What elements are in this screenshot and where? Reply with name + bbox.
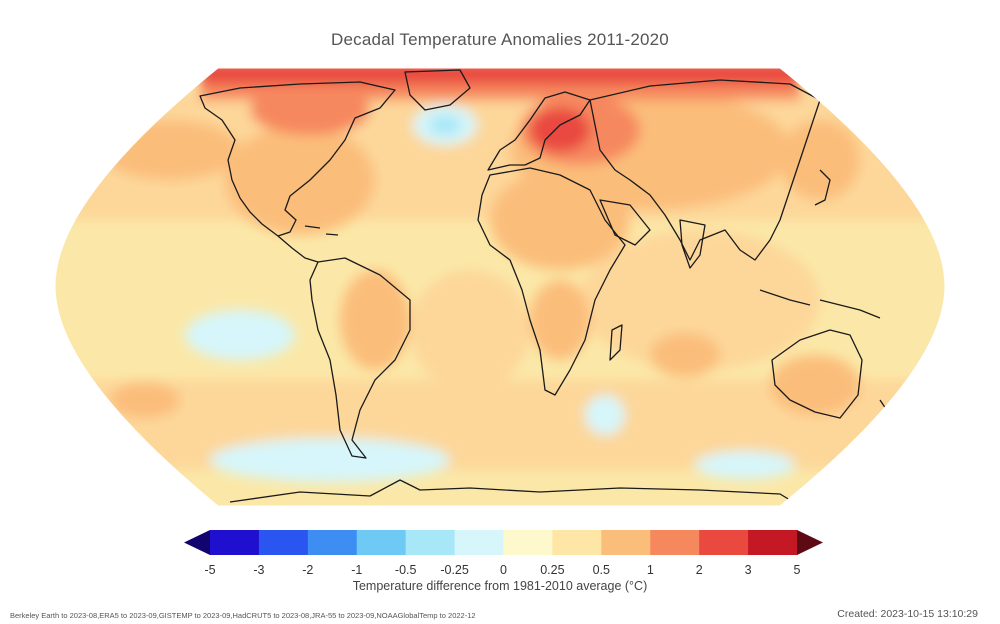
coast-antarctica bbox=[229, 479, 801, 506]
field-south-indian-warm bbox=[650, 333, 720, 377]
colorbar-label: Temperature difference from 1981-2010 av… bbox=[352, 579, 648, 593]
coast-japan bbox=[814, 169, 831, 206]
field-south-indian-cool bbox=[585, 395, 625, 435]
coast-north-america bbox=[199, 81, 396, 237]
colorbar-tick-label: 0 bbox=[500, 563, 507, 577]
coast-indonesia bbox=[759, 289, 881, 319]
field-southeast-pacific-cool bbox=[695, 451, 795, 479]
coast-south-america bbox=[309, 257, 411, 459]
colorbar-segment bbox=[307, 530, 358, 555]
coast-africa bbox=[477, 167, 626, 396]
field-south-america-warm bbox=[340, 270, 410, 370]
colorbar-tick-label: 0.25 bbox=[540, 563, 565, 577]
colorbar-tick-label: 1 bbox=[646, 563, 654, 577]
field-north-america-warm bbox=[225, 125, 375, 235]
colorbar-tick-label: -3 bbox=[253, 563, 265, 577]
colorbar-tick-label: -2 bbox=[302, 563, 314, 577]
field-southern-ocean-cool bbox=[210, 438, 450, 482]
colorbar-segment bbox=[552, 530, 602, 555]
colorbar-tick-label: -1 bbox=[351, 563, 363, 577]
colorbar-segment bbox=[405, 530, 456, 555]
coast-europe bbox=[487, 91, 591, 171]
coast-asia bbox=[589, 79, 821, 261]
field-southern-africa-warm bbox=[530, 280, 590, 360]
colorbar-segment bbox=[601, 530, 651, 555]
colorbar-tick-label: 0.5 bbox=[592, 563, 610, 577]
created-timestamp: Created: 2023-10-15 13:10:29 bbox=[837, 608, 978, 620]
coast-central-america bbox=[277, 235, 319, 263]
colorbar-segment bbox=[748, 530, 798, 555]
globe-outline bbox=[54, 67, 946, 507]
world-anomaly-map bbox=[54, 67, 946, 507]
colorbar-tick-label: 5 bbox=[793, 563, 801, 577]
field-arctic-core bbox=[200, 68, 800, 84]
field-canada-hot bbox=[250, 85, 370, 135]
anomaly-field bbox=[55, 68, 945, 506]
coast-australia bbox=[771, 329, 863, 419]
field-east-pacific-cool bbox=[185, 310, 295, 360]
field-australia-warm bbox=[770, 355, 860, 415]
field-south-atlantic bbox=[410, 270, 530, 390]
colorbar-tick-label: 2 bbox=[695, 563, 703, 577]
coast-caribbean bbox=[304, 225, 339, 236]
coast-madagascar bbox=[609, 324, 623, 361]
colorbar-extend-max bbox=[797, 530, 823, 555]
colorbar-tick-label: 3 bbox=[744, 563, 752, 577]
field-south-pacific-warm bbox=[110, 382, 180, 418]
colorbar-tick-label: -5 bbox=[204, 563, 216, 577]
coastlines bbox=[199, 69, 889, 506]
coast-india bbox=[679, 219, 706, 269]
colorbar-extend-min bbox=[184, 530, 210, 555]
data-sources: Berkeley Earth to 2023-08,ERA5 to 2023-0… bbox=[10, 611, 476, 620]
map-title: Decadal Temperature Anomalies 2011-2020 bbox=[331, 30, 669, 49]
colorbar-segment bbox=[503, 530, 554, 555]
colorbar-segment bbox=[454, 530, 505, 555]
colorbar-segment bbox=[210, 530, 260, 555]
field-east-asia-warm bbox=[780, 120, 860, 200]
field-north-africa-warm bbox=[490, 170, 630, 270]
colorbar-segment bbox=[650, 530, 700, 555]
coast-greenland bbox=[404, 69, 471, 111]
field-indian-ocean bbox=[580, 230, 820, 370]
coast-arabia bbox=[599, 199, 651, 246]
colorbar-segment bbox=[699, 530, 749, 555]
field-north-atlantic-cold bbox=[429, 115, 461, 135]
colorbar-segment bbox=[258, 530, 309, 555]
colorbar-tick-label: -0.25 bbox=[440, 563, 469, 577]
colorbar-tick-label: -0.5 bbox=[394, 563, 417, 577]
colorbar-segment bbox=[356, 530, 407, 555]
